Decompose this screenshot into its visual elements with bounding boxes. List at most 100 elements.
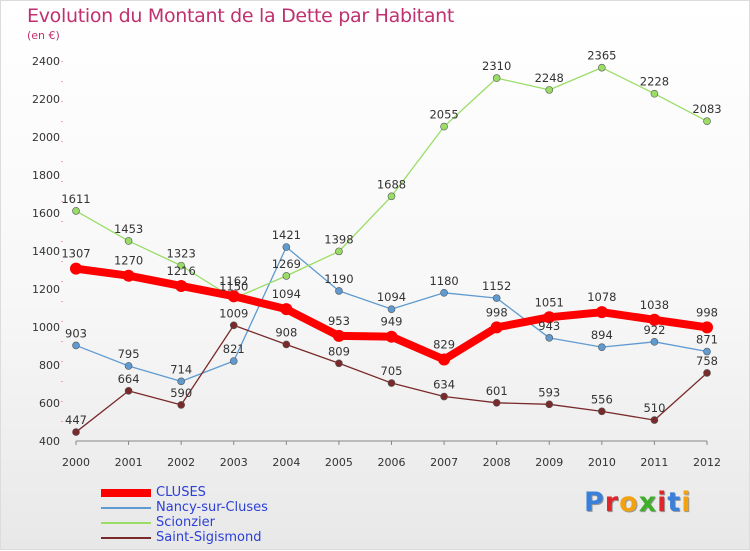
x-tick-label: 2009 — [535, 456, 563, 469]
data-point — [335, 287, 343, 295]
data-point — [282, 340, 291, 349]
data-point — [282, 243, 291, 251]
data-label: 1038 — [640, 298, 669, 312]
data-label: 1094 — [377, 290, 406, 304]
data-label: 2055 — [429, 108, 458, 122]
legend-swatch — [101, 506, 151, 509]
data-point — [70, 262, 82, 275]
y-tick-label: 1000 — [32, 321, 60, 334]
data-label: 998 — [696, 305, 718, 319]
data-label: 1453 — [114, 222, 143, 236]
data-label: 998 — [486, 305, 508, 319]
data-label: 1270 — [114, 254, 143, 268]
y-tick-label: 2400 — [32, 55, 60, 68]
data-label: 1009 — [219, 306, 248, 320]
data-label: 593 — [538, 385, 560, 399]
legend-label: Nancy-sur-Cluses — [156, 500, 268, 515]
data-label: 590 — [170, 386, 192, 400]
data-point — [492, 74, 501, 82]
data-label: 949 — [381, 315, 403, 329]
data-label: 2248 — [535, 71, 564, 85]
data-point — [335, 359, 343, 368]
x-tick-label: 2001 — [115, 456, 143, 469]
data-point — [492, 294, 501, 302]
x-tick-label: 2006 — [378, 456, 406, 469]
logo-letter: P — [584, 487, 605, 518]
data-label: 903 — [65, 326, 87, 340]
data-point — [703, 369, 711, 377]
x-tick-label: 2000 — [62, 456, 90, 469]
x-tick-label: 2002 — [167, 456, 195, 469]
y-tick-label: 1600 — [32, 207, 60, 220]
data-point — [124, 387, 133, 395]
data-point — [545, 400, 554, 409]
data-point — [124, 237, 133, 245]
y-tick-label: 400 — [39, 435, 60, 448]
data-label: 601 — [486, 384, 508, 398]
y-tick-label: 1400 — [32, 245, 60, 258]
data-point — [598, 343, 606, 351]
data-label: 2365 — [587, 49, 616, 63]
data-point — [177, 261, 185, 270]
data-point — [72, 341, 80, 350]
data-point — [545, 334, 554, 342]
data-label: 510 — [643, 401, 665, 415]
data-label: 908 — [275, 325, 297, 339]
data-label: 871 — [696, 333, 718, 347]
data-label: 1269 — [272, 257, 301, 271]
data-point — [595, 306, 608, 319]
y-tick-label: 2000 — [32, 131, 60, 144]
data-label: 1611 — [61, 192, 90, 206]
data-label: 705 — [381, 364, 403, 378]
data-label: 795 — [118, 347, 140, 361]
logo-letter: i — [681, 487, 692, 518]
data-label: 1216 — [167, 264, 196, 278]
chart-subtitle: (en €) — [27, 29, 60, 42]
data-label: 1150 — [219, 280, 248, 294]
data-label: 447 — [65, 413, 87, 427]
logo-letter: r — [604, 487, 620, 518]
data-point — [72, 428, 80, 436]
data-point — [703, 347, 711, 356]
x-tick-label: 2011 — [640, 456, 668, 469]
legend-label: Scionzier — [156, 515, 215, 530]
data-label: 1307 — [61, 247, 90, 261]
legend-label: Saint-Sigismond — [156, 530, 262, 545]
data-point — [598, 407, 606, 416]
data-label: 1078 — [587, 290, 616, 304]
data-label: 953 — [328, 314, 350, 328]
data-point — [440, 392, 448, 401]
data-point — [598, 63, 606, 72]
data-label: 1152 — [482, 279, 511, 293]
data-label: 829 — [433, 337, 455, 351]
data-point — [122, 269, 135, 282]
data-point — [387, 192, 396, 201]
data-point — [490, 321, 503, 334]
data-point — [280, 303, 293, 316]
x-tick-label: 2010 — [588, 456, 616, 469]
data-label: 556 — [591, 392, 613, 406]
data-label: 2228 — [640, 75, 669, 89]
x-tick-label: 2003 — [220, 456, 248, 469]
legend-swatch — [101, 488, 151, 497]
data-label: 821 — [223, 342, 245, 356]
data-point — [387, 379, 396, 387]
data-label: 634 — [433, 378, 455, 392]
data-point — [492, 399, 501, 407]
data-label: 2083 — [692, 102, 721, 116]
data-point — [543, 311, 556, 324]
data-label: 1051 — [535, 295, 564, 309]
data-point — [229, 357, 238, 365]
data-point — [227, 290, 240, 303]
x-tick-label: 2005 — [325, 456, 353, 469]
logo-letter: i — [657, 487, 668, 518]
data-point — [332, 329, 345, 342]
logo-letter: o — [619, 487, 639, 518]
proxiti-logo: Proxiti — [584, 487, 692, 518]
data-label: 1162 — [219, 274, 248, 288]
data-label: 894 — [591, 328, 613, 342]
y-tick-label: 1200 — [32, 283, 60, 296]
data-label: 922 — [643, 323, 665, 337]
data-point — [650, 416, 659, 424]
